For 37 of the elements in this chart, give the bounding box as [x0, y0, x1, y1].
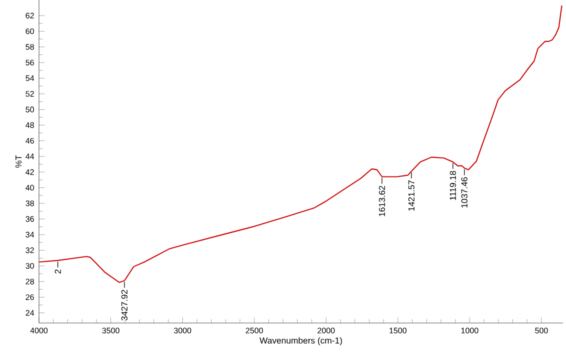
y-tick-label: 34	[26, 232, 34, 238]
y-tick-label: 58	[26, 44, 34, 50]
y-tick-label: 42	[26, 169, 34, 175]
y-tick-label: 62	[26, 12, 34, 18]
annotation: 1037.46	[461, 177, 468, 208]
x-tick-label: 1500	[390, 328, 406, 334]
annotation: 1421.57	[408, 180, 414, 211]
y-tick-label: 52	[26, 91, 34, 97]
y-tick-label: 56	[26, 60, 34, 66]
annotation: 1613.62	[378, 186, 386, 216]
y-tick-label: 50	[26, 106, 34, 112]
x-tick-label: 1000	[461, 328, 478, 334]
x-tick-label: 3500	[102, 328, 120, 334]
y-tick-label: 26	[26, 294, 34, 300]
y-tick-label: 54	[26, 75, 34, 81]
y-tick-label: 60	[26, 28, 34, 34]
y-tick-label: 24	[26, 310, 34, 316]
x-tick-label: 2000	[318, 328, 335, 334]
y-tick-label: 38	[26, 200, 34, 206]
y-tick-label: 36	[26, 216, 34, 222]
x-axis-title: Wavenumbers (cm-1)	[260, 337, 342, 346]
annotation: 1119.18	[450, 170, 456, 200]
line-series	[38, 4, 562, 283]
y-tick-label: 28	[26, 278, 34, 284]
y-tick-label: 32	[26, 247, 34, 254]
y-tick-label: 44	[26, 154, 34, 160]
x-tick-label: 2500	[246, 328, 263, 334]
y-axis-title: %T	[16, 155, 22, 168]
x-tick-label: 500	[535, 328, 548, 334]
x-tick-label: 3000	[174, 328, 192, 334]
annotation: 3427.92	[121, 290, 128, 320]
y-tick-label: 48	[26, 122, 34, 128]
annotation: 2	[54, 270, 61, 274]
y-tick-label: 40	[26, 184, 34, 191]
y-tick-label: 30	[26, 263, 34, 269]
y-tick-label: 46	[26, 138, 34, 144]
x-tick-label: 4000	[30, 328, 48, 334]
